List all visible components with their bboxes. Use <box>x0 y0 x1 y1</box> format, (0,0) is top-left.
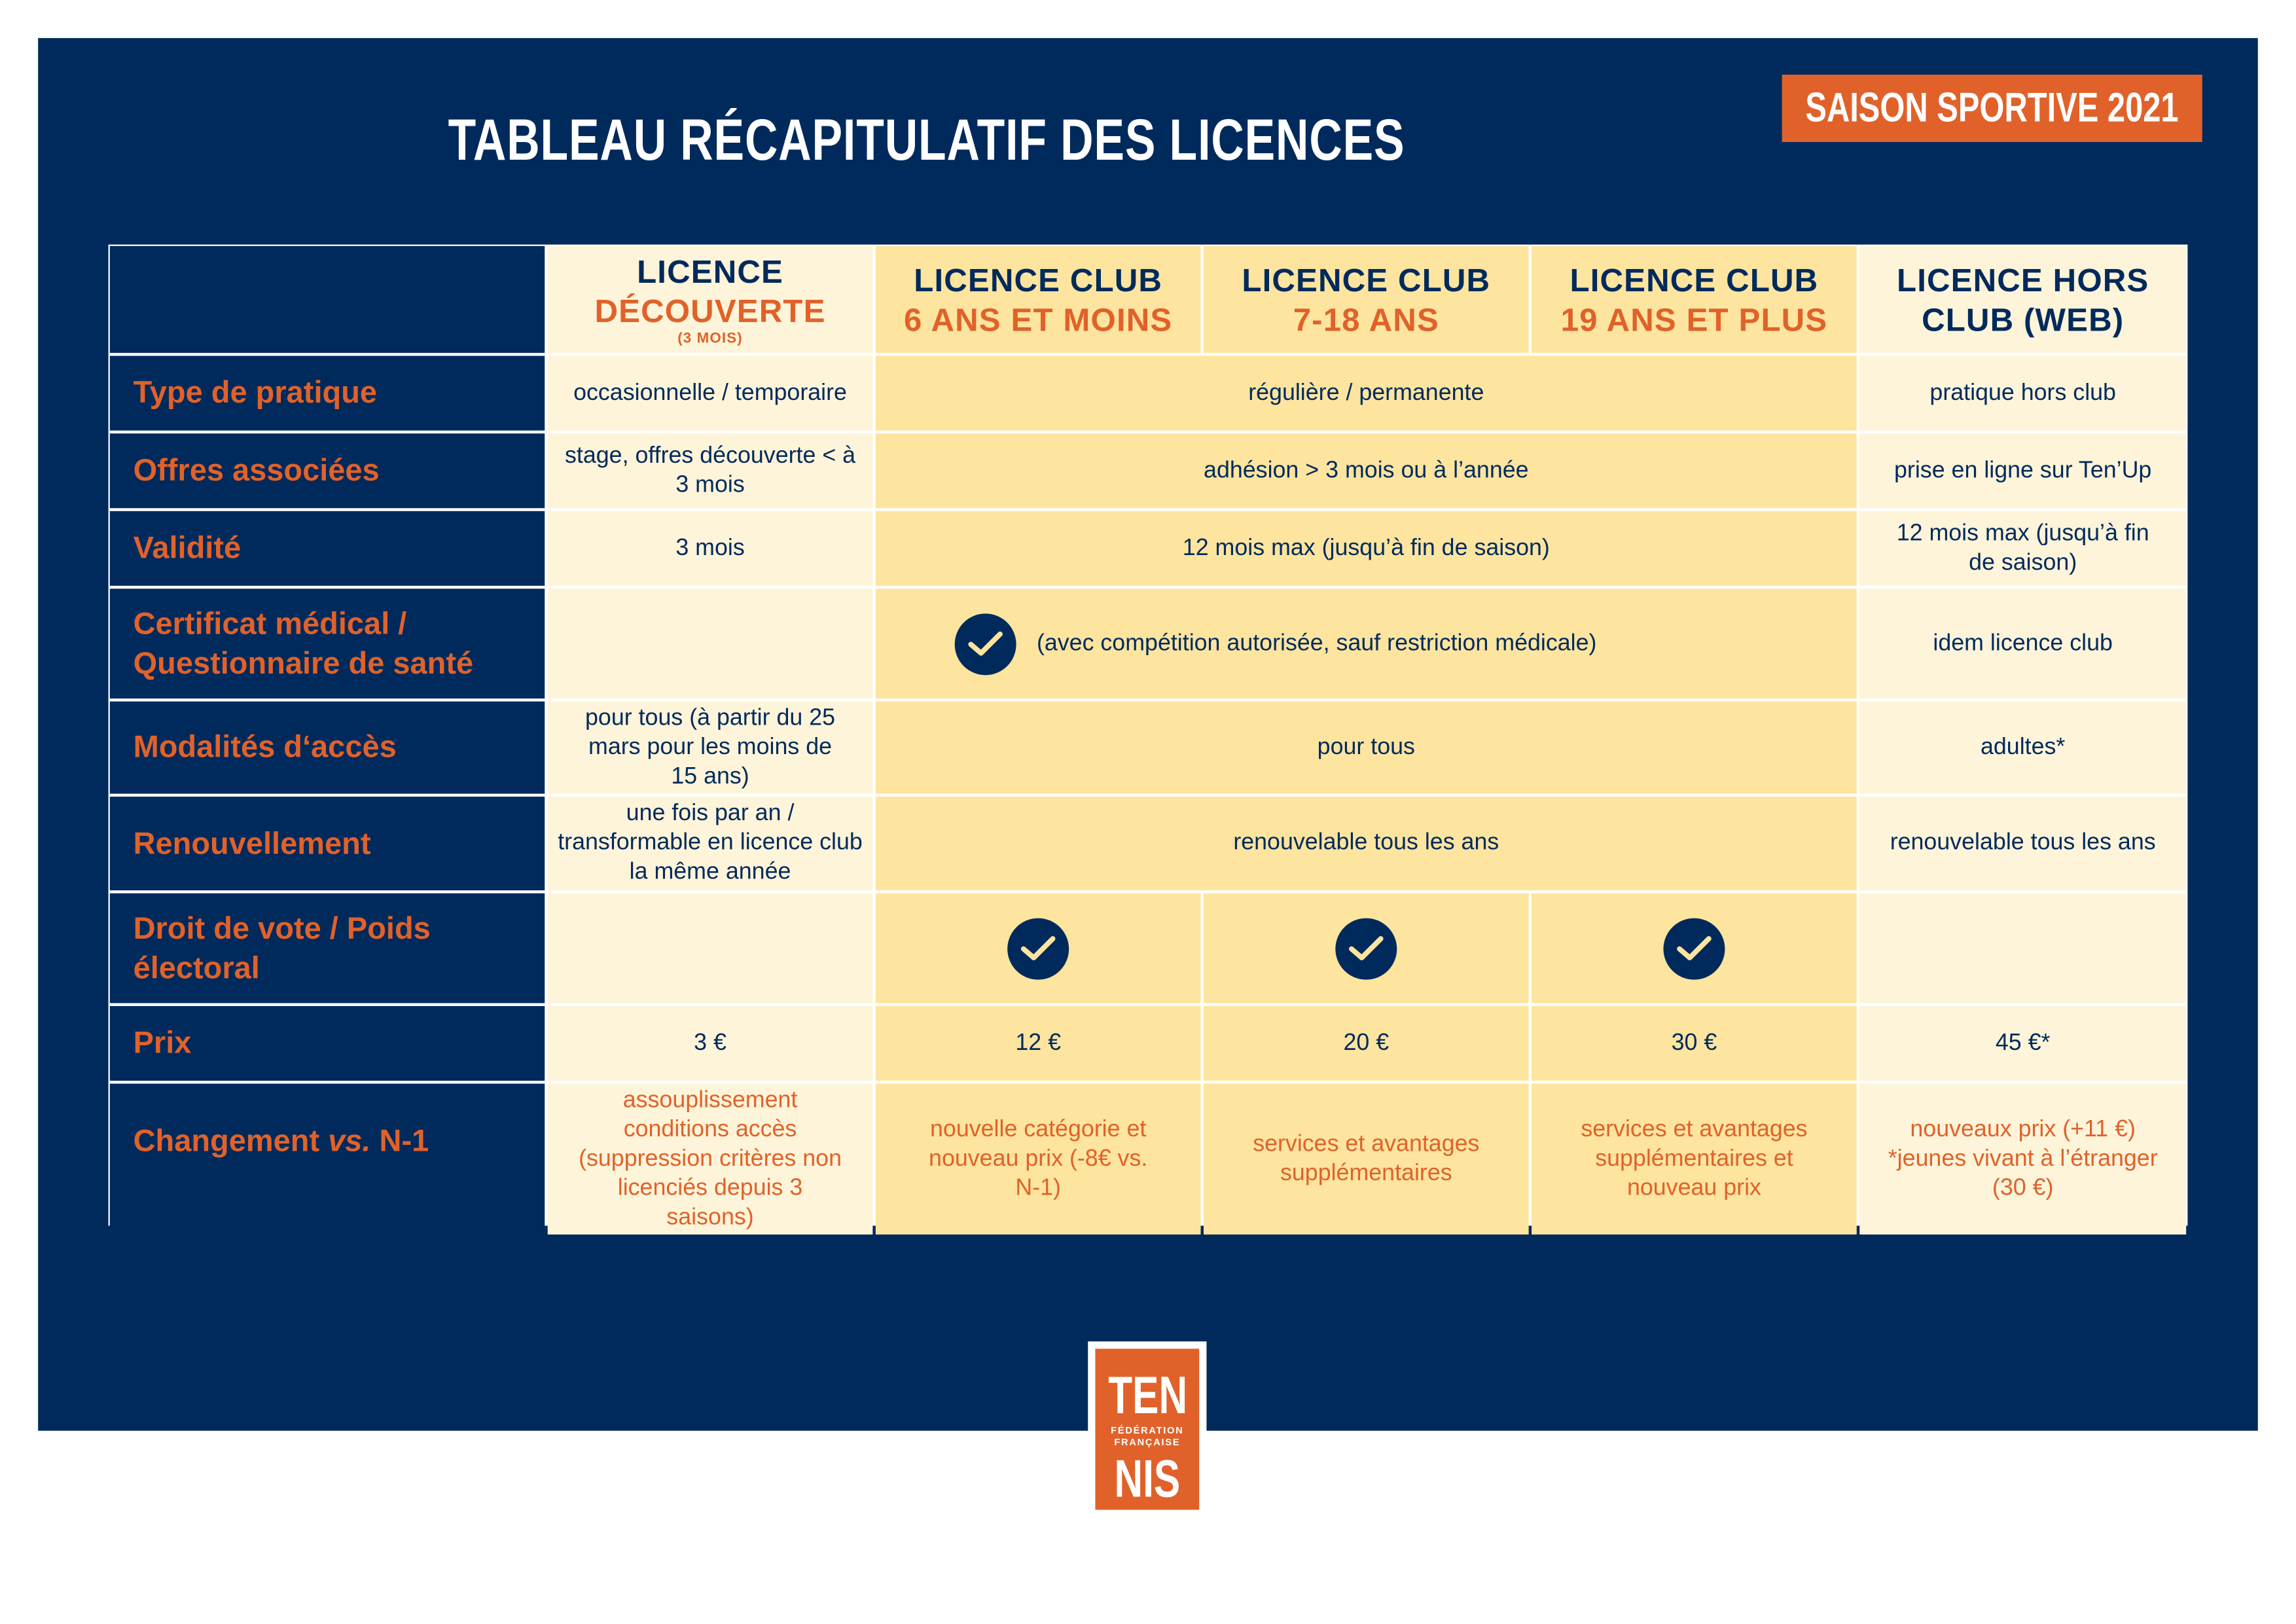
logo-bottom: NIS <box>1114 1448 1181 1509</box>
header-line2: 19 ANS ET PLUS <box>1560 300 1828 338</box>
price-cell: 3 € <box>547 1005 873 1081</box>
cell: 3 mois <box>547 511 873 586</box>
row-label: Type de pratique <box>109 355 545 431</box>
check-icon <box>954 613 1016 675</box>
vote-cell <box>1532 893 1857 1003</box>
vote-cell <box>547 893 873 1003</box>
cell: régulière / permanente <box>875 355 1857 431</box>
row-label: Certificat médical / Questionnaire de sa… <box>109 588 545 699</box>
fft-logo: TEN FÉDÉRATION FRANÇAISE NIS <box>1088 1341 1207 1517</box>
licence-table: LICENCE DÉCOUVERTE (3 MOIS) LICENCE CLUB 6 … <box>108 244 2188 1235</box>
check-icon <box>1007 917 1069 979</box>
cell: 12 mois max (jusqu’à fin de saison) <box>875 511 1857 586</box>
header-club-6: LICENCE CLUB 6 ANS ET MOINS <box>875 245 1201 353</box>
header-line1: LICENCE CLUB <box>1242 261 1491 298</box>
cell: pour tous <box>875 701 1857 794</box>
header-line1: LICENCE CLUB <box>914 261 1163 298</box>
header-decouverte: LICENCE DÉCOUVERTE (3 MOIS) <box>547 245 873 353</box>
check-icon <box>1335 917 1397 979</box>
header-web: LICENCE HORS CLUB (WEB) <box>1859 245 2187 353</box>
header-line1: LICENCE CLUB <box>1570 261 1819 298</box>
season-badge: SAISON SPORTIVE 2021 <box>1782 75 2202 143</box>
label-part: N-1 <box>370 1125 429 1159</box>
cell: idem licence club <box>1859 588 2187 699</box>
row-label: Renouvellement <box>109 797 545 891</box>
cell <box>547 588 873 699</box>
cell: prise en ligne sur Ten’Up <box>1859 433 2187 509</box>
label-part: Changement <box>133 1125 329 1159</box>
price-cell: 30 € <box>1532 1005 1857 1081</box>
cell: renouvelable tous les ans <box>1859 797 2187 891</box>
row-label: Changement vs. N-1 <box>109 1083 545 1235</box>
header-line1: LICENCE <box>637 252 783 289</box>
row-label: Prix <box>109 1005 545 1081</box>
cell: occasionnelle / temporaire <box>547 355 873 431</box>
vote-cell <box>875 893 1201 1003</box>
cell-text: (avec compétition autorisée, sauf restri… <box>1036 630 1597 656</box>
cell: adhésion > 3 mois ou à l’année <box>875 433 1857 509</box>
cell: stage, offres découverte < à 3 mois <box>547 433 873 509</box>
cell: une fois par an / transformable en licen… <box>547 797 873 891</box>
header-line2: DÉCOUVERTE <box>594 292 826 329</box>
check-icon <box>1663 917 1725 979</box>
change-cell: nouvelle catégorie et nouveau prix (-8€ … <box>875 1083 1201 1235</box>
header-line2: 6 ANS ET MOINS <box>903 300 1173 338</box>
header-line1: LICENCE HORS <box>1897 261 2149 298</box>
cell: adultes* <box>1859 701 2187 794</box>
price-cell: 20 € <box>1203 1005 1529 1081</box>
price-cell: 12 € <box>875 1005 1201 1081</box>
cell: renouvelable tous les ans <box>875 797 1857 891</box>
label-part: vs. <box>328 1125 371 1159</box>
header-line2: 7-18 ANS <box>1293 300 1439 338</box>
header-club-7-18: LICENCE CLUB 7-18 ANS <box>1203 245 1529 353</box>
cell: 12 mois max (jusqu’à fin de saison) <box>1859 511 2187 586</box>
row-label: Droit de vote / Poids électoral <box>109 893 545 1003</box>
change-cell: nouveaux prix (+11 €) *jeunes vivant à l… <box>1859 1083 2187 1235</box>
row-label: Validité <box>109 511 545 586</box>
logo-top: TEN <box>1108 1365 1188 1425</box>
row-label: Offres associées <box>109 433 545 509</box>
change-cell: services et avantages supplémentaires <box>1203 1083 1529 1235</box>
cell: pour tous (à partir du 25 mars pour les … <box>547 701 873 794</box>
header-club-19: LICENCE CLUB 19 ANS ET PLUS <box>1532 245 1857 353</box>
header-note: (3 MOIS) <box>677 330 743 347</box>
vote-cell <box>1859 893 2187 1003</box>
logo-middle: FÉDÉRATION FRANÇAISE <box>1111 1426 1184 1449</box>
vote-cell <box>1203 893 1529 1003</box>
change-cell: assouplissement conditions accès (suppre… <box>547 1083 873 1235</box>
corner-cell <box>109 245 545 353</box>
change-cell: services et avantages supplémentaires et… <box>1532 1083 1857 1235</box>
cell: pratique hors club <box>1859 355 2187 431</box>
header-line2: CLUB (WEB) <box>1922 300 2125 338</box>
row-label: Modalités d‘accès <box>109 701 545 794</box>
page-title: TABLEAU RÉCAPITULATIF DES LICENCES <box>448 108 1405 173</box>
cell: (avec compétition autorisée, sauf restri… <box>875 588 1857 699</box>
price-cell: 45 €* <box>1859 1005 2187 1081</box>
